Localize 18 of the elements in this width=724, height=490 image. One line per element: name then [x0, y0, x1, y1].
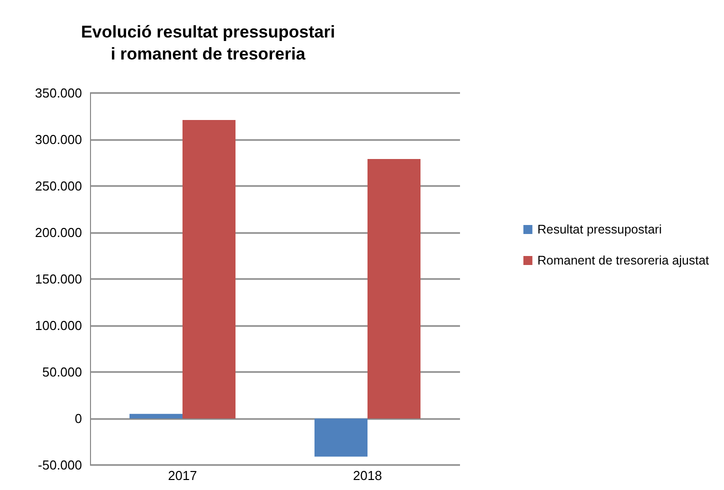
chart-title: Evolució resultat pressupostari i romanent de tresoreria [80, 22, 336, 64]
bar [314, 418, 368, 457]
y-tick-label: 350.000 [35, 86, 82, 100]
x-tick-label: 2018 [353, 468, 382, 483]
y-tick-label: 250.000 [35, 178, 82, 194]
bar [368, 159, 420, 418]
y-tick-label: 50.000 [42, 364, 82, 380]
y-tick-label: 100.000 [35, 318, 82, 333]
x-tick-label: 2017 [168, 468, 197, 483]
y-tick-label: -50.000 [38, 458, 82, 472]
bar [130, 414, 182, 418]
y-tick-label: 200.000 [35, 225, 82, 240]
legend-label: Resultat pressupostari [537, 222, 662, 236]
y-tick-label: 300.000 [35, 132, 82, 147]
bar [182, 120, 236, 418]
legend-label: Romanent de tresoreria ajustat [537, 254, 710, 268]
y-tick-label: 150.000 [35, 272, 82, 286]
y-tick-label: 0 [74, 411, 82, 426]
